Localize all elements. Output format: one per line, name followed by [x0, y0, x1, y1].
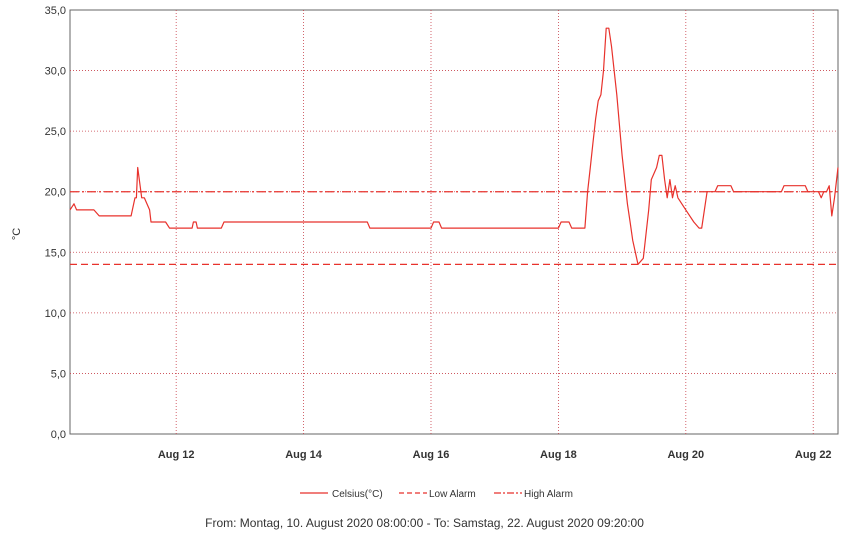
x-tick-label: Aug 20	[667, 449, 704, 461]
legend-item-high-alarm: High Alarm	[494, 489, 573, 500]
x-axis-ticks: Aug 12 Aug 14 Aug 16 Aug 18 Aug 20 Aug 22	[158, 449, 832, 461]
y-tick-label: 35,0	[45, 5, 66, 17]
plot-area	[69, 9, 839, 435]
alarm-lines	[70, 191, 838, 265]
x-tick-label: Aug 16	[413, 449, 450, 461]
legend-label: Low Alarm	[429, 489, 476, 500]
y-tick-label: 0,0	[51, 429, 66, 441]
x-tick-label: Aug 22	[795, 449, 832, 461]
legend-label: High Alarm	[524, 489, 573, 500]
x-tick-label: Aug 12	[158, 449, 195, 461]
y-tick-label: 15,0	[45, 247, 66, 259]
y-tick-label: 5,0	[51, 368, 66, 380]
legend-item-celsius: Celsius(°C)	[300, 489, 383, 500]
plot-frame	[69, 9, 839, 435]
legend-label: Celsius(°C)	[332, 489, 383, 500]
y-axis-ticks: 0,0 5,0 10,0 15,0 20,0 25,0 30,0 35,0	[45, 5, 66, 441]
legend-item-low-alarm: Low Alarm	[399, 489, 476, 500]
x-tick-label: Aug 18	[540, 449, 577, 461]
series-lines	[69, 27, 839, 265]
y-tick-label: 20,0	[45, 187, 66, 199]
y-tick-label: 10,0	[45, 308, 66, 320]
y-axis-label: °C	[11, 228, 23, 240]
legend: Celsius(°C) Low Alarm High Alarm	[300, 489, 573, 500]
celsius-series-line	[69, 27, 839, 265]
y-tick-label: 25,0	[45, 126, 66, 138]
date-range-footer: From: Montag, 10. August 2020 08:00:00 -…	[205, 516, 644, 530]
y-tick-label: 30,0	[45, 66, 66, 78]
x-tick-label: Aug 14	[285, 449, 323, 461]
